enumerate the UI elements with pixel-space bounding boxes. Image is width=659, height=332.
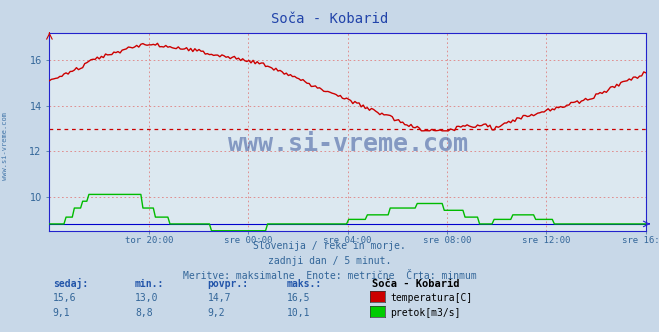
- Text: 9,2: 9,2: [208, 308, 225, 318]
- Text: www.si-vreme.com: www.si-vreme.com: [2, 112, 9, 180]
- Text: 14,7: 14,7: [208, 293, 231, 303]
- Text: 13,0: 13,0: [135, 293, 159, 303]
- Text: 9,1: 9,1: [53, 308, 71, 318]
- Text: Soča - Kobarid: Soča - Kobarid: [271, 12, 388, 26]
- Text: zadnji dan / 5 minut.: zadnji dan / 5 minut.: [268, 256, 391, 266]
- Text: 8,8: 8,8: [135, 308, 153, 318]
- Text: 15,6: 15,6: [53, 293, 76, 303]
- Text: pretok[m3/s]: pretok[m3/s]: [390, 308, 461, 318]
- Text: 10,1: 10,1: [287, 308, 310, 318]
- Text: www.si-vreme.com: www.si-vreme.com: [227, 132, 468, 156]
- Text: sedaj:: sedaj:: [53, 278, 88, 289]
- Text: Meritve: maksimalne  Enote: metrične  Črta: minmum: Meritve: maksimalne Enote: metrične Črta…: [183, 271, 476, 281]
- Text: Slovenija / reke in morje.: Slovenija / reke in morje.: [253, 241, 406, 251]
- Text: maks.:: maks.:: [287, 279, 322, 289]
- Text: Soča - Kobarid: Soča - Kobarid: [372, 279, 460, 289]
- Text: temperatura[C]: temperatura[C]: [390, 293, 473, 303]
- Text: min.:: min.:: [135, 279, 165, 289]
- Text: povpr.:: povpr.:: [208, 279, 248, 289]
- Text: 16,5: 16,5: [287, 293, 310, 303]
